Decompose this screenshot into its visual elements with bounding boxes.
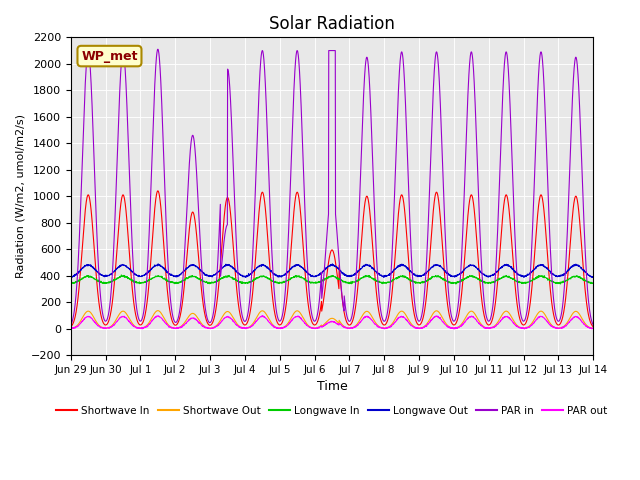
Title: Solar Radiation: Solar Radiation [269, 15, 395, 33]
X-axis label: Time: Time [317, 380, 348, 393]
Text: WP_met: WP_met [81, 49, 138, 62]
Y-axis label: Radiation (W/m2, umol/m2/s): Radiation (W/m2, umol/m2/s) [15, 114, 25, 278]
Legend: Shortwave In, Shortwave Out, Longwave In, Longwave Out, PAR in, PAR out: Shortwave In, Shortwave Out, Longwave In… [52, 401, 612, 420]
